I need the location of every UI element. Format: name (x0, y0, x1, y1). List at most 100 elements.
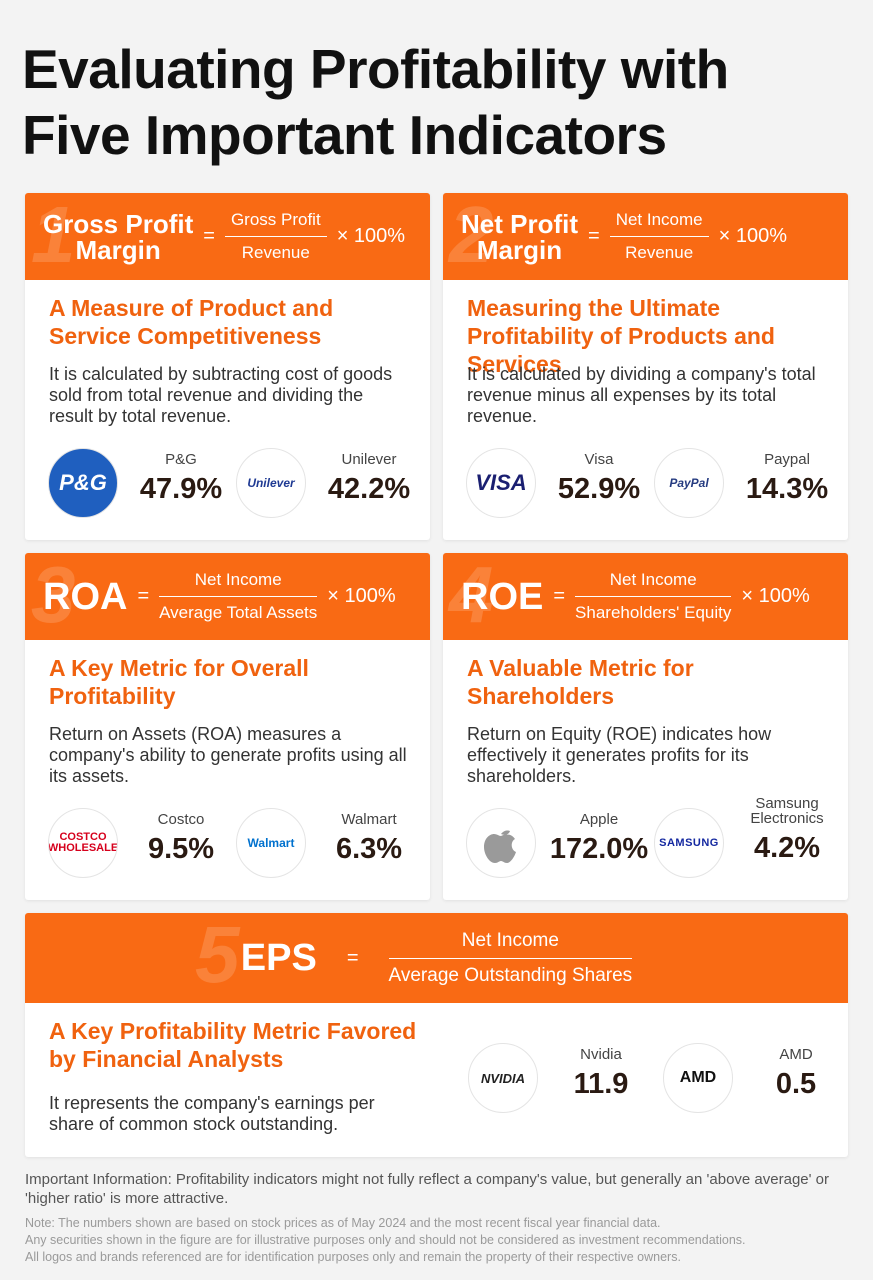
card-heading: A Key Profitability Metric Favored by Fi… (49, 1018, 417, 1072)
company-logo: VISA (466, 448, 536, 518)
card-header: 1 Gross Profit Margin = Gross Profit Revenue ×… (25, 190, 430, 280)
formula-name-line: ROE (461, 575, 544, 618)
company-logo (466, 808, 536, 878)
card-heading: A Key Metric for Overall Profitability (49, 655, 309, 709)
formula-name-line: Gross Profit (43, 208, 194, 239)
company-logo: Walmart (236, 808, 306, 878)
company-stats: P&G 47.9% (126, 452, 236, 506)
formula-name-line: Net Profit (461, 208, 578, 239)
multiplier: × 100% (336, 225, 406, 247)
denominator: Shareholders' Equity (575, 603, 732, 622)
title-line: Five Important Indicators (22, 104, 667, 166)
title: Evaluating Profitability with Five Impor… (22, 36, 729, 168)
company-name: Costco (157, 811, 205, 828)
fraction: Gross Profit Revenue (224, 210, 327, 263)
numerator: Net Income (388, 930, 633, 959)
company-value: 52.9% (557, 473, 641, 505)
card-heading: Measuring the Ultimate Profitability of … (467, 295, 775, 377)
formula-name: Gross Profit Margin (43, 211, 193, 263)
denominator: Average Outstanding Shares (388, 964, 633, 986)
equals: = (588, 225, 600, 247)
card-number: 1 (31, 190, 76, 279)
equals: = (553, 585, 566, 607)
title-line: Evaluating Profitability with (22, 38, 729, 100)
company-stats: Apple 172.0% (544, 812, 654, 866)
company-stats: Costco 9.5% (126, 812, 236, 866)
company-stats: Visa 52.9% (544, 452, 654, 506)
apple-icon (484, 830, 516, 863)
company-stats: Nvidia 11.9 (546, 1047, 656, 1101)
card: 4 ROE = Net Income Shareholders' Equity × 100… (443, 550, 848, 900)
equals: = (346, 946, 359, 969)
formula-name: ROE (461, 577, 543, 617)
formula: ROE = Net Income Shareholders' Equity × 100% (443, 553, 848, 640)
numerator: Net Income (575, 570, 732, 597)
numerator: Gross Profit (224, 210, 327, 237)
numerator: Net Income (609, 210, 709, 237)
multiplier: × 100% (718, 225, 788, 247)
company-value: 47.9% (139, 473, 223, 505)
company-name: Visa (584, 451, 614, 468)
numerator: Net Income (159, 570, 318, 597)
card: 5 EPS = Net Income Average Outstanding Share… (25, 910, 851, 1157)
important-info: Important Information: Profitability ind… (25, 1171, 830, 1207)
denominator: Revenue (241, 243, 310, 262)
company-value: 172.0% (549, 833, 649, 865)
card: 2 Net Profit Margin = Net Income Revenue × 100… (443, 190, 848, 540)
company-logo: P&G (48, 448, 118, 518)
company-value: 0.5 (775, 1068, 817, 1100)
multiplier: × 100% (327, 585, 396, 607)
equals: = (137, 585, 150, 607)
company-name: Unilever (341, 451, 397, 468)
note: All logos and brands referenced are for … (25, 1250, 681, 1264)
company-name: Nvidia (580, 1046, 622, 1063)
company-name: Apple (579, 811, 619, 828)
formula: Net Profit Margin = Net Income Revenue × 100% (443, 193, 848, 280)
multiplier: × 100% (741, 585, 810, 607)
formula-name-line: Margin (75, 234, 161, 265)
company-name: P&G (165, 451, 197, 468)
card-heading: A Valuable Metric for Shareholders (467, 655, 694, 709)
card-description: It is calculated by subtracting cost of … (49, 364, 393, 426)
company-stats: AMD 0.5 (741, 1047, 851, 1101)
formula: EPS = Net Income Average Outstanding Shares (25, 913, 848, 1003)
company-logo: Unilever (236, 448, 306, 518)
card: 1 Gross Profit Margin = Gross Profit Revenue ×… (25, 190, 430, 540)
formula-name-line: Margin (476, 234, 563, 265)
card-number: 3 (31, 550, 76, 639)
card-number: 4 (449, 550, 494, 639)
formula: ROA = Net Income Average Total Assets × 100% (25, 553, 430, 640)
formula-name: Net Profit Margin (461, 211, 578, 263)
formula-name: EPS (241, 938, 317, 978)
company-name: Paypal (764, 451, 810, 468)
equals: = (203, 225, 215, 247)
company-stats: Walmart 6.3% (314, 812, 424, 866)
denominator: Average Total Assets (159, 603, 318, 622)
card-number: 5 (195, 910, 240, 999)
formula: Gross Profit Margin = Gross Profit Revenue × … (25, 193, 430, 280)
note: Any securities shown in the figure are f… (25, 1233, 746, 1247)
card-description: Return on Equity (ROE) indicates how eff… (467, 724, 772, 786)
company-value: 11.9 (573, 1068, 629, 1100)
formula-name: ROA (43, 577, 127, 617)
note: Note: The numbers shown are based on sto… (25, 1216, 661, 1230)
company-stats: Paypal 14.3% (732, 452, 842, 506)
card-header: 3 ROA = Net Income Average Total Assets × 100… (25, 550, 430, 640)
company-logo: NVIDIA (468, 1043, 538, 1113)
company-value: 6.3% (335, 833, 403, 865)
card-description: It is calculated by dividing a company's… (467, 364, 816, 426)
formula-name-line: ROA (43, 575, 128, 618)
company-value: 42.2% (327, 473, 411, 505)
denominator: Revenue (625, 243, 694, 262)
company-name: Samsung Electronics (750, 795, 824, 827)
card: 3 ROA = Net Income Average Total Assets × 100… (25, 550, 430, 900)
company-logo: COSTCO WHOLESALE (48, 808, 118, 878)
company-stats: Unilever 42.2% (314, 452, 424, 506)
card-header: 4 ROE = Net Income Shareholders' Equity × 100… (443, 550, 848, 640)
fraction: Net Income Revenue (609, 210, 709, 263)
company-stats: Samsung Electronics 4.2% (732, 796, 842, 865)
card-header: 5 EPS = Net Income Average Outstanding Share… (25, 910, 848, 1003)
company-name: AMD (779, 1046, 813, 1063)
fraction: Net Income Average Total Assets (159, 570, 318, 623)
